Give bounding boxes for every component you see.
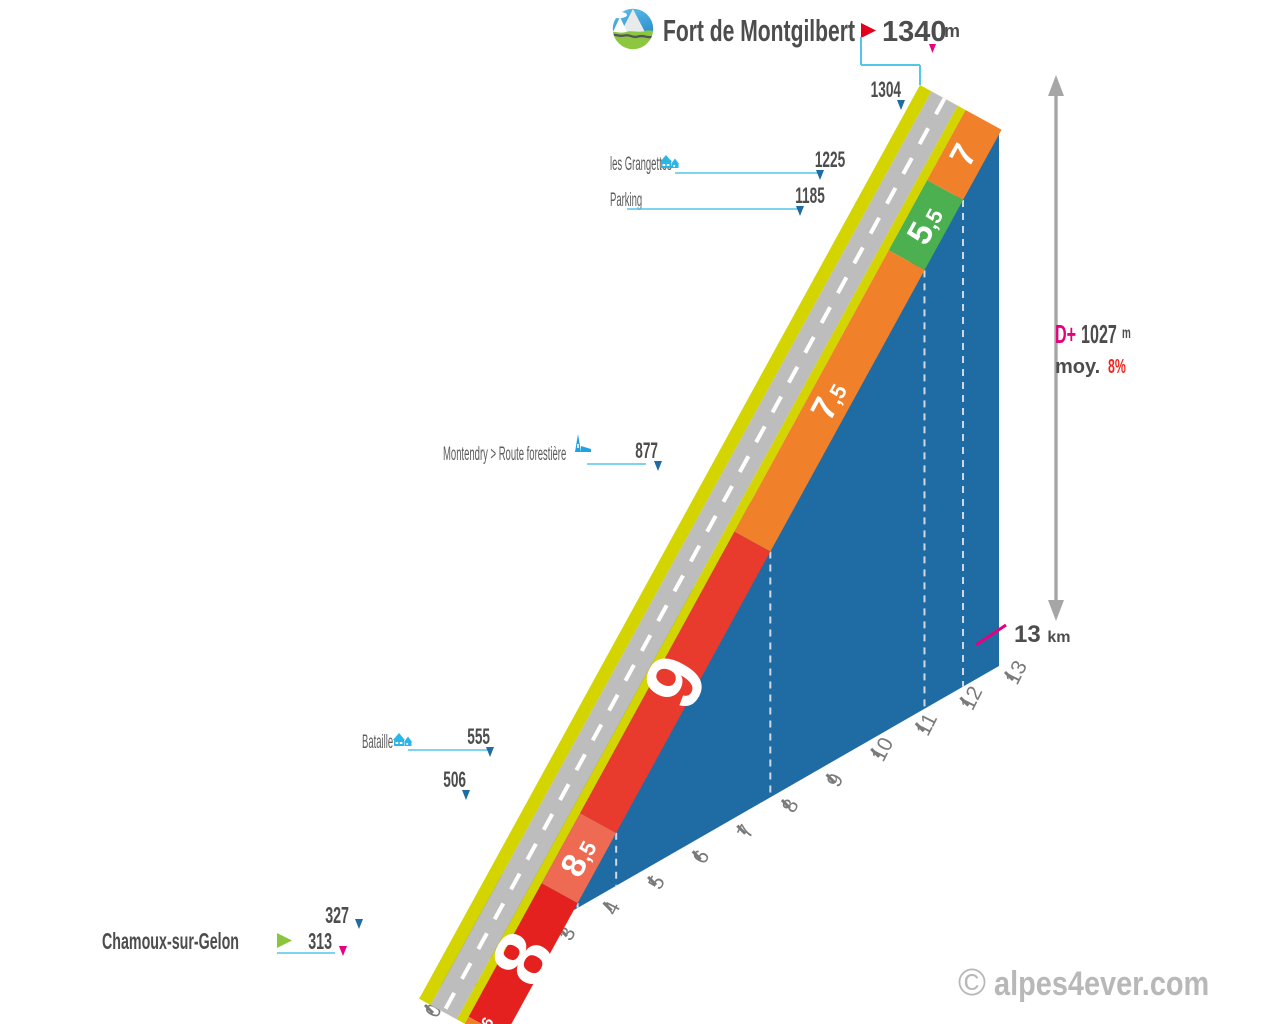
- svg-text:1027: 1027: [1081, 319, 1117, 349]
- svg-text:1304: 1304: [871, 77, 902, 102]
- svg-text:alpes4ever.com: alpes4ever.com: [994, 964, 1209, 1003]
- svg-text:313: 313: [308, 930, 332, 955]
- svg-text:D+: D+: [1055, 319, 1076, 349]
- svg-text:m: m: [944, 21, 960, 41]
- svg-text:1340: 1340: [882, 16, 947, 48]
- svg-text:1225: 1225: [815, 147, 845, 172]
- svg-text:Montendry > Route forestière: Montendry > Route forestière: [443, 444, 566, 466]
- svg-text:moy.: moy.: [1055, 356, 1100, 378]
- svg-text:Bataille: Bataille: [362, 732, 393, 754]
- svg-text:506: 506: [443, 767, 466, 792]
- svg-text:555: 555: [467, 724, 490, 749]
- svg-text:327: 327: [325, 904, 349, 929]
- svg-text:©: ©: [958, 962, 986, 1004]
- svg-text:8%: 8%: [1108, 355, 1126, 378]
- svg-text:Chamoux-sur-Gelon: Chamoux-sur-Gelon: [102, 930, 239, 955]
- svg-text:m: m: [1122, 324, 1131, 342]
- svg-text:1185: 1185: [795, 183, 825, 208]
- svg-text:Fort de Montgilbert: Fort de Montgilbert: [663, 13, 855, 48]
- svg-text:877: 877: [635, 438, 658, 463]
- svg-text:Parking: Parking: [610, 190, 642, 212]
